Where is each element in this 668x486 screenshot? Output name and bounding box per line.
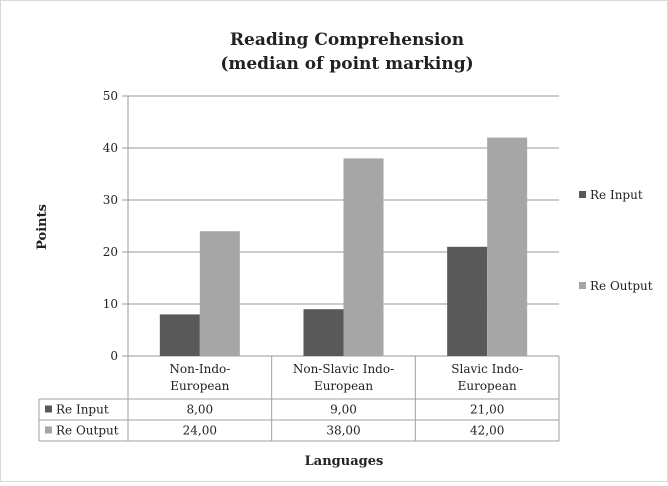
table-cell-value: 42,00: [470, 424, 504, 438]
table-series-name: Re Output: [56, 424, 119, 438]
legend: Re Input Re Output: [579, 188, 653, 293]
category-label: Non-Slavic Indo-: [293, 362, 394, 376]
bar: [343, 158, 384, 356]
table-cell-value: 8,00: [186, 403, 213, 417]
category-label: European: [170, 379, 229, 393]
legend-key: [579, 282, 586, 289]
table-cell-value: 24,00: [183, 424, 217, 438]
legend-label: Re Input: [590, 188, 643, 202]
x-axis-title: Languages: [305, 454, 384, 469]
legend-label: Re Output: [590, 279, 653, 293]
y-tick-label: 0: [110, 349, 118, 363]
bar: [447, 246, 488, 356]
data-table: Non-Indo- European Non-Slavic Indo- Europea…: [38, 356, 560, 442]
table-legend-key: [45, 405, 52, 413]
chart-subtitle: (median of point marking): [220, 54, 473, 74]
bar: [199, 231, 240, 356]
table-series-name: Re Input: [56, 403, 109, 417]
category-label: Slavic Indo-: [451, 362, 523, 376]
table-legend-key: [45, 426, 52, 434]
legend-key: [579, 191, 586, 198]
bar: [159, 314, 200, 356]
chart-title: Reading Comprehension: [230, 30, 464, 50]
bar: [487, 137, 528, 356]
table-cell-value: 21,00: [470, 403, 504, 417]
y-tick-label: 20: [103, 245, 118, 259]
bar: [303, 309, 344, 356]
y-tick-label: 30: [103, 193, 118, 207]
bars: [159, 137, 528, 356]
table-cell-value: 38,00: [326, 424, 360, 438]
category-label: European: [458, 379, 517, 393]
y-tick-label: 40: [103, 141, 118, 155]
category-label: European: [314, 379, 373, 393]
table-cell-value: 9,00: [330, 403, 357, 417]
category-label: Non-Indo-: [169, 362, 230, 376]
y-axis-ticks: 0 10 20 30 40 50: [103, 89, 118, 363]
y-tick-label: 50: [103, 89, 118, 103]
y-axis-title: Points: [35, 204, 50, 250]
y-tick-label: 10: [103, 297, 118, 311]
